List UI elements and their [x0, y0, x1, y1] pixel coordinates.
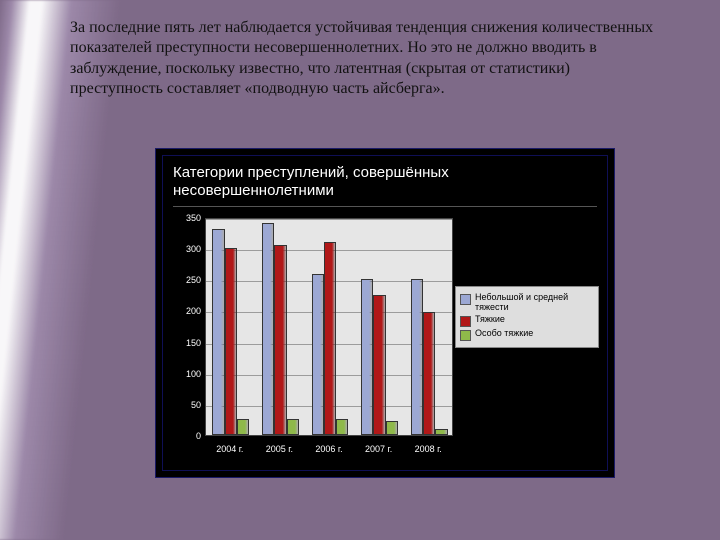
bar	[386, 421, 398, 435]
bar	[274, 245, 286, 435]
legend-row: Тяжкие	[460, 315, 594, 327]
legend-label: Тяжкие	[475, 315, 594, 325]
slide: За последние пять лет наблюдается устойч…	[0, 0, 720, 540]
bar	[262, 223, 274, 435]
chart-title-rule	[173, 206, 597, 207]
chart-title: Категории преступлений, совершённых несо…	[173, 164, 597, 207]
plot-wrapper: 0 50 100 150 200 250 300 350 2004 г. 2005 г. 2006…	[171, 214, 457, 458]
bar	[361, 279, 373, 435]
bar	[312, 274, 324, 435]
bar	[225, 248, 237, 435]
bar	[237, 419, 249, 435]
legend-label: Особо тяжкие	[475, 329, 594, 339]
bar	[423, 312, 435, 435]
legend-row: Небольшой и средней тяжести	[460, 293, 594, 313]
bar	[324, 242, 336, 435]
xtick-label: 2008 г.	[415, 444, 442, 454]
chart-title-text: Категории преступлений, совершённых несо…	[173, 164, 449, 199]
ytick-label: 0	[171, 431, 201, 441]
ytick-label: 100	[171, 369, 201, 379]
xtick-label: 2004 г.	[216, 444, 243, 454]
gridline	[206, 219, 452, 220]
ytick-label: 300	[171, 244, 201, 254]
chart-panel: Категории преступлений, совершённых несо…	[155, 148, 615, 478]
slide-description: За последние пять лет наблюдается устойч…	[70, 18, 660, 100]
legend-row: Особо тяжкие	[460, 329, 594, 341]
legend-swatch	[460, 330, 471, 341]
plot-area	[205, 218, 453, 436]
xtick-label: 2006 г.	[315, 444, 342, 454]
legend-swatch	[460, 294, 471, 305]
xtick-label: 2005 г.	[266, 444, 293, 454]
ytick-label: 150	[171, 338, 201, 348]
ytick-label: 50	[171, 400, 201, 410]
bar	[411, 279, 423, 435]
bar	[336, 419, 348, 435]
chart-inner: Категории преступлений, совершённых несо…	[162, 155, 608, 471]
xtick-label: 2007 г.	[365, 444, 392, 454]
ytick-label: 200	[171, 306, 201, 316]
ytick-label: 250	[171, 275, 201, 285]
bar	[212, 229, 224, 435]
legend-label: Небольшой и средней тяжести	[475, 293, 594, 313]
ytick-label: 350	[171, 213, 201, 223]
bar	[287, 419, 299, 435]
legend-swatch	[460, 316, 471, 327]
bar	[373, 295, 385, 435]
bar	[435, 429, 447, 435]
chart-legend: Небольшой и средней тяжести Тяжкие Особо т…	[455, 286, 599, 348]
